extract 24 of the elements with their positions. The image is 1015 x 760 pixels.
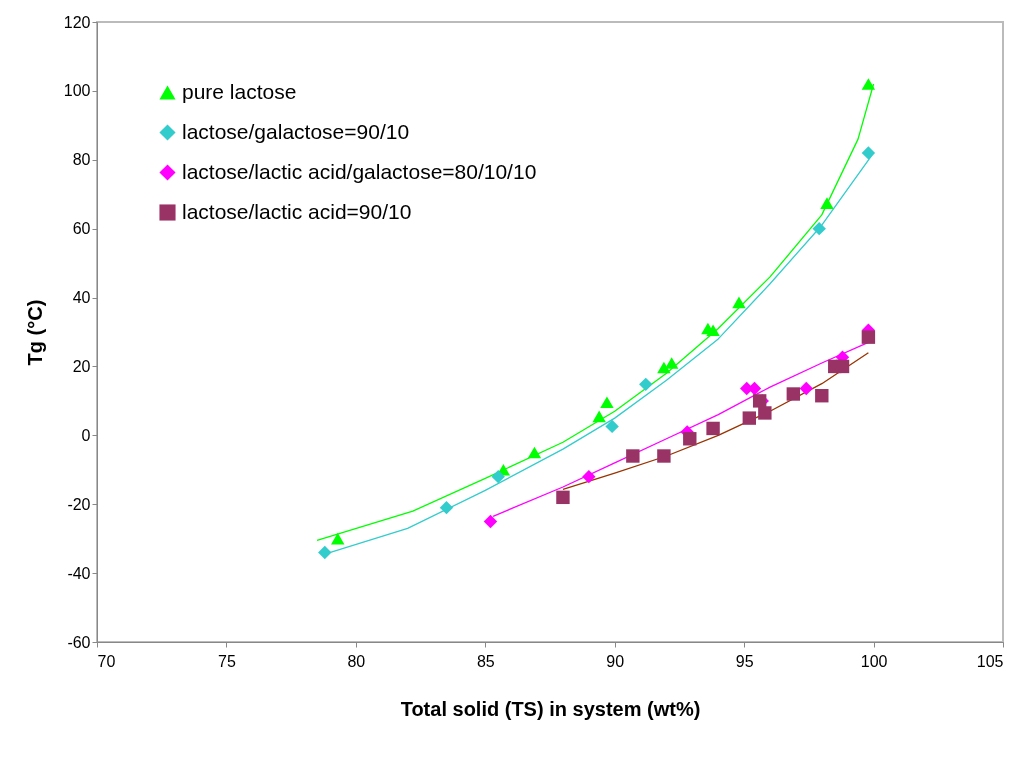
legend-label: lactose/galactose=90/10 xyxy=(182,119,410,143)
y-tick-label: 40 xyxy=(72,289,91,307)
x-tick-label: 75 xyxy=(218,652,236,670)
y-tick-label: -60 xyxy=(67,633,91,651)
x-tick-label: 100 xyxy=(860,652,888,670)
x-tick-label: 85 xyxy=(476,652,495,670)
x-tick-label: 105 xyxy=(976,652,1004,670)
x-tick-label: 90 xyxy=(606,652,625,670)
y-tick-label: 100 xyxy=(63,82,91,100)
y-tick-label: 0 xyxy=(81,426,91,444)
y-tick-label: 80 xyxy=(72,151,91,169)
y-axis-title: Tg (°C) xyxy=(23,299,46,366)
x-tick-label: 95 xyxy=(735,652,754,670)
y-tick-label: -20 xyxy=(67,495,91,513)
x-axis-title: Total solid (TS) in system (wt%) xyxy=(400,697,701,720)
x-tick-label: 80 xyxy=(347,652,366,670)
x-tick-label: 70 xyxy=(97,652,116,670)
legend-label: pure lactose xyxy=(182,79,297,103)
y-tick-label: -40 xyxy=(67,564,91,582)
legend-label: lactose/lactic acid=90/10 xyxy=(182,199,412,223)
y-tick-label: 60 xyxy=(72,220,91,238)
y-tick-label: 120 xyxy=(63,13,91,31)
legend-label: lactose/lactic acid/galactose=80/10/10 xyxy=(182,159,537,183)
y-tick-label: 20 xyxy=(72,357,91,375)
